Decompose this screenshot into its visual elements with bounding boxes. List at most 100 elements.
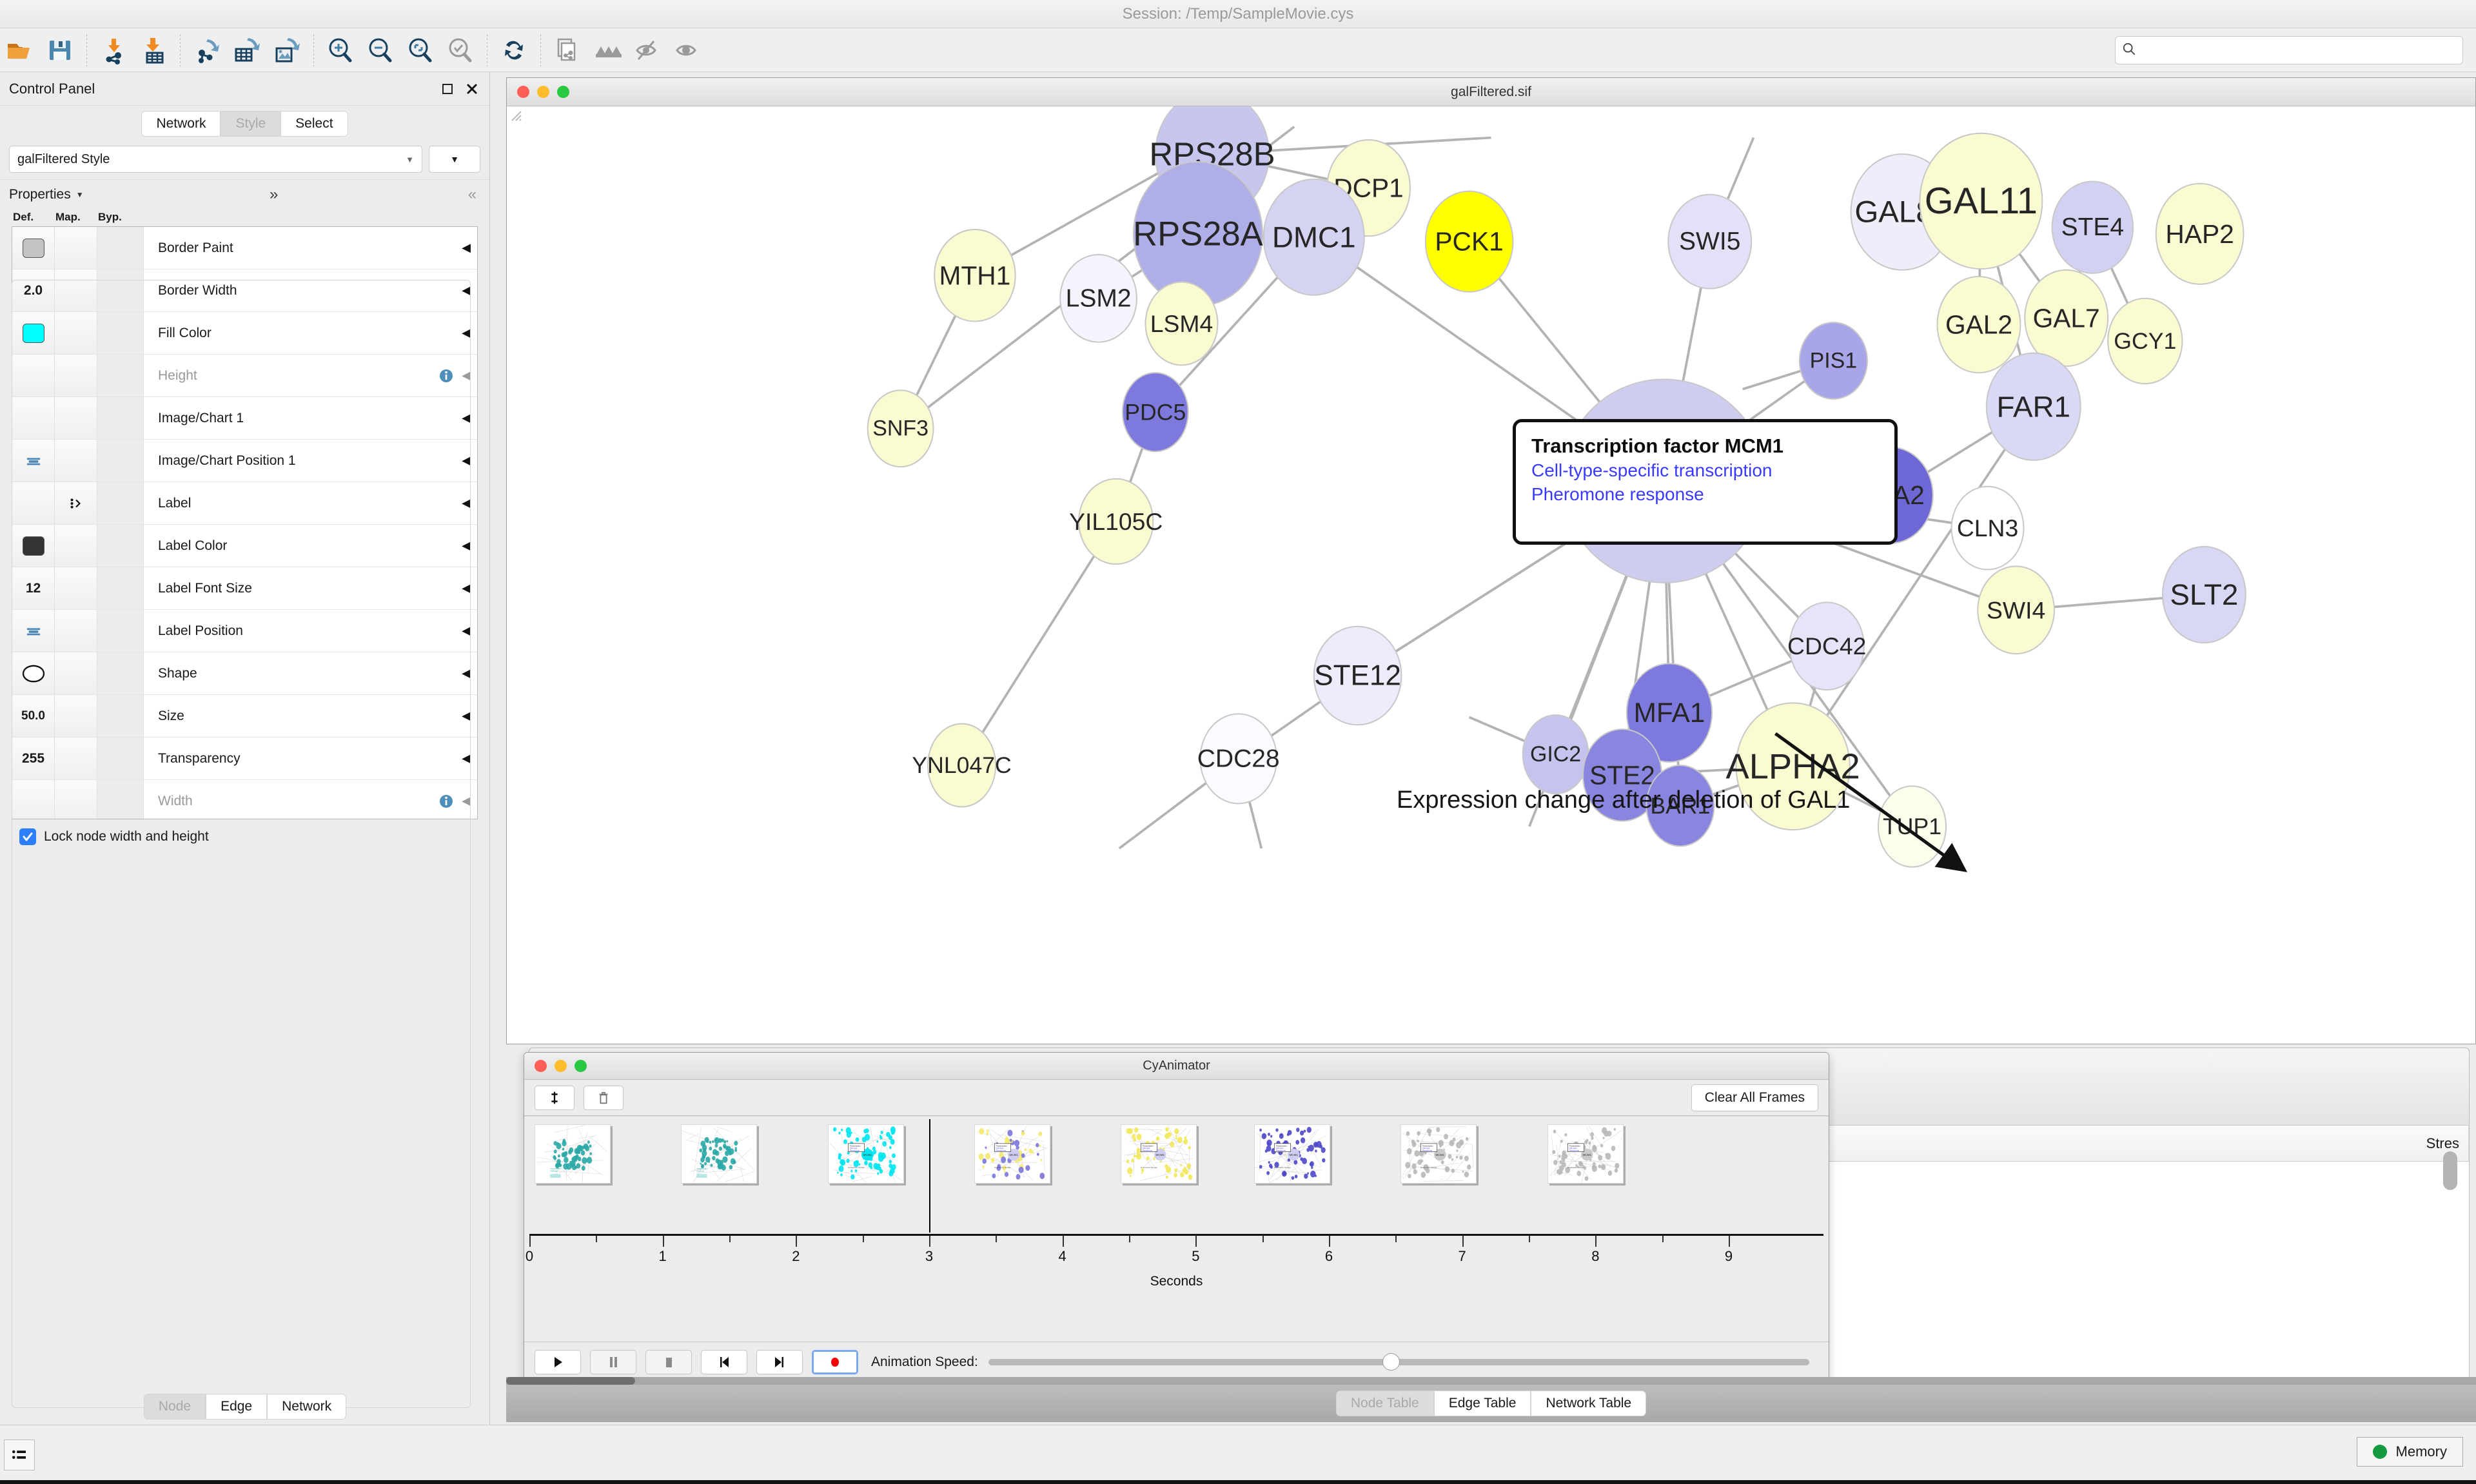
tab-select[interactable]: Select — [280, 111, 348, 137]
property-row[interactable]: Image/Chart 1 ◀ — [12, 397, 477, 440]
property-default-cell[interactable] — [12, 440, 55, 482]
property-expand-arrow[interactable]: ◀ — [462, 794, 471, 807]
property-expand-arrow[interactable]: ◀ — [462, 369, 471, 382]
property-expand-arrow[interactable]: ◀ — [462, 241, 471, 254]
tab-node-table[interactable]: Node Table — [1335, 1391, 1434, 1416]
property-expand-arrow[interactable]: ◀ — [462, 624, 471, 637]
scrollbar-thumb[interactable] — [506, 1377, 635, 1385]
network-node[interactable]: GAL7 — [2024, 269, 2109, 367]
property-row[interactable]: Border Paint ◀ — [12, 227, 477, 269]
animation-frame-thumbnail[interactable]: Transcription Cell-type — [681, 1124, 758, 1184]
node-shape[interactable] — [1078, 478, 1154, 565]
new-network-icon[interactable] — [549, 32, 585, 68]
play-button[interactable] — [535, 1349, 581, 1374]
property-default-cell[interactable]: 12 — [12, 567, 55, 609]
property-bypass-cell[interactable] — [97, 610, 144, 652]
close-window-icon[interactable] — [535, 1060, 547, 1072]
network-node[interactable]: TUP1 — [1877, 785, 1947, 868]
property-row[interactable]: Label Position ◀ — [12, 610, 477, 652]
memory-status-button[interactable]: Memory — [2356, 1437, 2463, 1467]
property-row[interactable]: 50.0 Size ◀ — [12, 695, 477, 737]
network-edge[interactable] — [1792, 405, 2035, 767]
property-default-cell[interactable] — [12, 482, 55, 524]
cp-tab-network[interactable]: Network — [267, 1394, 347, 1420]
network-node[interactable]: SNF3 — [867, 389, 934, 468]
property-default-cell[interactable]: 255 — [12, 737, 55, 779]
network-node[interactable]: GAL11 — [1919, 132, 2043, 270]
clear-all-frames-button[interactable]: Clear All Frames — [1691, 1084, 1818, 1111]
maximize-window-icon[interactable] — [575, 1060, 587, 1072]
network-text-annotation[interactable]: Expression change after deletion of GAL1 — [1397, 786, 1851, 814]
animation-frame-thumbnail[interactable]: MCM1 Transcription Cell-type Pheromone Expre… — [974, 1124, 1050, 1184]
animation-frame-thumbnail[interactable]: MCM1 Transcription Cell-type Pheromone Expre… — [1400, 1124, 1477, 1184]
maximize-icon[interactable] — [439, 81, 456, 97]
lock-node-size-row[interactable]: Lock node width and height — [19, 828, 489, 845]
network-node[interactable]: CLN3 — [1950, 485, 2025, 571]
property-bypass-cell[interactable] — [97, 355, 144, 396]
node-shape[interactable] — [1121, 372, 1189, 453]
property-row[interactable]: Image/Chart Position 1 ◀ — [12, 440, 477, 482]
property-expand-arrow[interactable]: ◀ — [462, 539, 471, 552]
property-bypass-cell[interactable] — [97, 695, 144, 737]
info-icon[interactable] — [437, 780, 455, 819]
property-bypass-cell[interactable] — [97, 525, 144, 567]
property-mapping-cell[interactable] — [55, 525, 97, 567]
network-node[interactable]: YIL105C — [1069, 478, 1163, 565]
tab-network[interactable]: Network — [141, 111, 221, 137]
node-shape[interactable] — [2024, 269, 2109, 367]
property-default-cell[interactable] — [12, 780, 55, 819]
property-bypass-cell[interactable] — [97, 652, 144, 694]
property-default-cell[interactable] — [12, 652, 55, 694]
playhead-marker[interactable] — [929, 1119, 930, 1233]
property-expand-arrow[interactable]: ◀ — [462, 581, 471, 594]
color-swatch[interactable] — [22, 238, 44, 258]
network-node[interactable]: SWI5 — [1667, 193, 1753, 289]
property-expand-arrow[interactable]: ◀ — [462, 752, 471, 765]
network-node[interactable]: LSM4 — [1145, 281, 1219, 366]
property-mapping-cell[interactable] — [55, 567, 97, 609]
animation-frame-thumbnail[interactable]: MCM1 Transcription Cell-type Pheromone Expre… — [827, 1124, 904, 1184]
layout-icon[interactable] — [589, 32, 625, 68]
property-bypass-cell[interactable] — [97, 780, 144, 819]
color-swatch[interactable] — [22, 536, 44, 556]
zoom-in-icon[interactable] — [322, 32, 359, 68]
property-row[interactable]: Label Color ◀ — [12, 525, 477, 567]
export-table-icon[interactable] — [229, 32, 265, 68]
property-mapping-cell[interactable] — [55, 482, 97, 524]
property-bypass-cell[interactable] — [97, 440, 144, 482]
record-button[interactable] — [812, 1349, 858, 1374]
node-shape[interactable] — [1626, 663, 1713, 763]
close-icon[interactable] — [464, 81, 480, 97]
network-canvas[interactable]: RPS28B DCP1 RPS28A DMC1 PCK1 SWI5 GAL80 GAL11 ST… — [507, 106, 2475, 1044]
node-shape[interactable] — [1985, 352, 2081, 461]
animation-frame-thumbnail[interactable]: Transcription Cell-type — [535, 1124, 611, 1184]
property-row[interactable]: 2.0 Border Width ◀ — [12, 269, 477, 312]
save-icon[interactable] — [42, 32, 78, 68]
property-row[interactable]: Label ◀ — [12, 482, 477, 525]
network-node[interactable]: STE12 — [1313, 625, 1402, 726]
network-node[interactable]: PCK1 — [1424, 190, 1514, 293]
network-node[interactable]: GIC2 — [1522, 714, 1589, 795]
property-bypass-cell[interactable] — [97, 482, 144, 524]
property-mapping-cell[interactable] — [55, 737, 97, 779]
style-options-button[interactable]: ▼ — [429, 146, 480, 173]
property-mapping-cell[interactable] — [55, 695, 97, 737]
node-shape[interactable] — [934, 229, 1016, 322]
network-node[interactable]: MTH1 — [934, 229, 1016, 322]
pause-button[interactable] — [590, 1349, 636, 1374]
node-shape[interactable] — [1877, 785, 1947, 868]
import-table-icon[interactable] — [135, 32, 172, 68]
node-shape[interactable] — [1263, 178, 1365, 296]
property-bypass-cell[interactable] — [97, 737, 144, 779]
node-shape[interactable] — [1798, 322, 1868, 400]
property-bypass-cell[interactable] — [97, 397, 144, 439]
network-node[interactable]: CDC42 — [1787, 601, 1866, 691]
import-network-icon[interactable] — [95, 32, 132, 68]
collapse-all-icon[interactable]: « — [467, 185, 477, 203]
network-node[interactable]: DMC1 — [1263, 178, 1365, 296]
property-default-cell[interactable] — [12, 525, 55, 567]
node-shape[interactable] — [1789, 601, 1865, 691]
node-shape[interactable] — [2155, 182, 2245, 285]
style-select[interactable]: galFiltered Style ▼ — [9, 146, 422, 173]
node-shape[interactable] — [1950, 485, 2025, 571]
